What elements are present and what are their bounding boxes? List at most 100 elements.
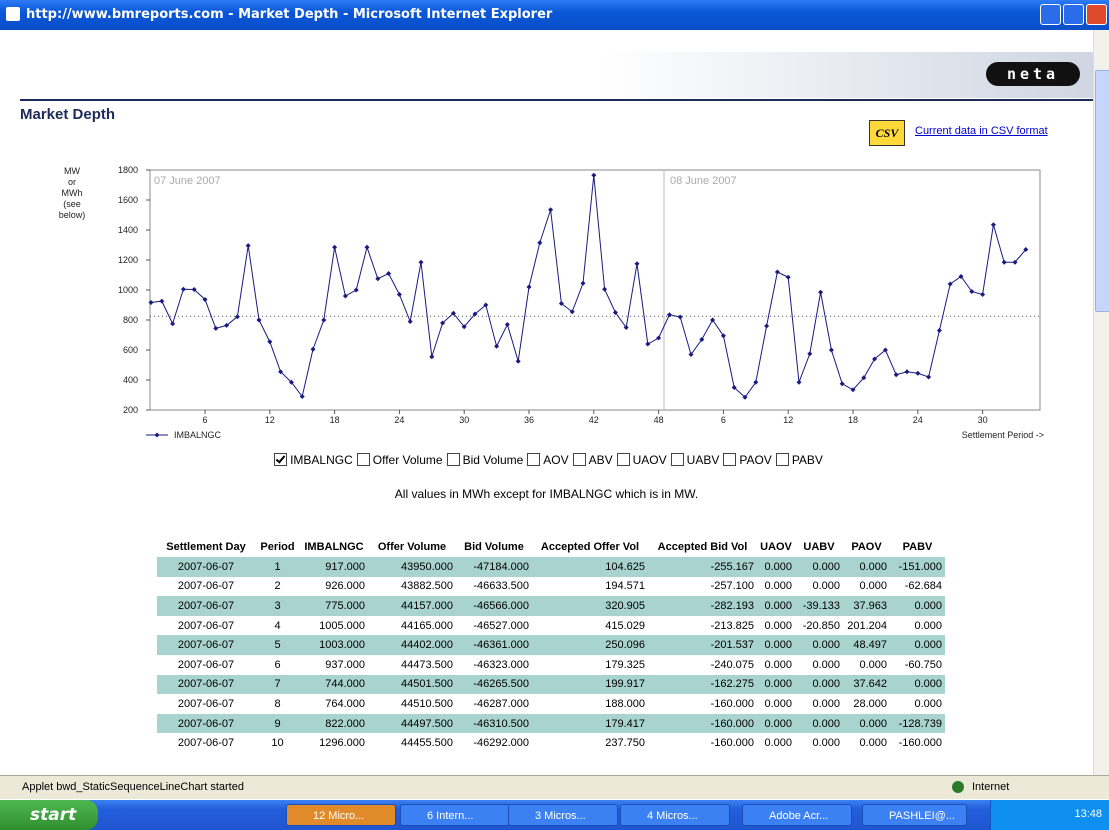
- point: [850, 387, 856, 393]
- x-tick-label: 12: [783, 415, 793, 425]
- checkbox-label[interactable]: Offer Volume: [372, 453, 443, 467]
- csv-link[interactable]: Current data in CSV format: [915, 125, 1048, 137]
- y-tick-label: 1000: [118, 285, 138, 295]
- table-cell: 2007-06-07: [177, 697, 235, 710]
- table-cell: 0.000: [757, 596, 795, 616]
- checkbox-box[interactable]: [572, 453, 586, 466]
- checkbox-label[interactable]: ABV: [588, 453, 613, 467]
- point: [1023, 247, 1029, 252]
- point: [170, 321, 176, 327]
- date-annotation: 08 June 2007: [670, 175, 737, 187]
- point: [202, 296, 208, 302]
- scrollbar[interactable]: [1093, 30, 1109, 775]
- point: [936, 328, 942, 333]
- y-axis-label: (see: [63, 199, 81, 209]
- table-cell: 937.000: [325, 658, 365, 671]
- table-cell: 0.000: [795, 713, 843, 734]
- table-cell: 0.000: [764, 619, 792, 632]
- checkbox-label[interactable]: Bid Volume: [462, 453, 524, 467]
- close-button[interactable]: [1086, 4, 1107, 25]
- table-cell: 44165.000: [401, 619, 453, 632]
- checkbox-box[interactable]: [616, 453, 630, 466]
- checkbox[interactable]: IMBALNGC: [270, 453, 353, 467]
- table-cell: 0.000: [757, 674, 795, 695]
- y-axis-label: MW: [64, 166, 80, 176]
- checkbox[interactable]: PABV: [772, 453, 823, 467]
- table-cell: -128.739: [890, 713, 945, 734]
- task-button[interactable]: 4 Micros...: [620, 804, 730, 826]
- task-button[interactable]: PASHLEI@...: [862, 804, 967, 826]
- checkbox-box[interactable]: [723, 453, 737, 466]
- checkbox-box[interactable]: [356, 453, 370, 466]
- csv-icon[interactable]: CSV: [869, 120, 905, 146]
- checkbox[interactable]: AOV: [523, 453, 569, 467]
- y-tick-label: 400: [123, 375, 138, 385]
- checkbox-label[interactable]: IMBALNGC: [290, 453, 353, 467]
- table-row: 2007-06-07 3 775.000 44157.000 -46566.000 320…: [157, 596, 945, 616]
- task-button[interactable]: Adobe Acr...: [742, 804, 852, 826]
- checkbox-box[interactable]: [527, 453, 541, 466]
- table-cell: 44510.500: [401, 697, 453, 710]
- point: [234, 314, 240, 320]
- task-button[interactable]: 6 Intern...: [400, 804, 510, 826]
- checkbox-label[interactable]: UABV: [686, 453, 720, 467]
- checkbox[interactable]: Bid Volume: [443, 453, 524, 467]
- point: [785, 274, 791, 280]
- point: [915, 370, 921, 376]
- x-tick-label: 30: [978, 415, 988, 425]
- data-table: Settlement Day Period IMBALNGC Offer Volume…: [157, 537, 945, 753]
- checkbox[interactable]: UAOV: [613, 453, 667, 467]
- checkbox[interactable]: Offer Volume: [353, 453, 443, 467]
- checkbox[interactable]: ABV: [569, 453, 613, 467]
- table-cell: 44497.500: [368, 713, 456, 734]
- table-cell: -46287.000: [473, 697, 529, 710]
- table-cell: 0.000: [764, 658, 792, 671]
- checkbox[interactable]: UABV: [667, 453, 720, 467]
- task-button[interactable]: 12 Micro...: [286, 804, 396, 826]
- series-line: [150, 175, 1027, 398]
- checkbox-label[interactable]: AOV: [543, 453, 569, 467]
- checkbox-box[interactable]: [670, 453, 684, 466]
- point: [245, 243, 251, 249]
- point: [623, 325, 629, 330]
- status-bar: Applet bwd_StaticSequenceLineChart start…: [0, 775, 1109, 799]
- column-header: Offer Volume: [377, 541, 447, 553]
- table-cell: -282.193: [648, 596, 757, 616]
- table-row: 2007-06-07 7 744.000 44501.500 -46265.500 199…: [157, 674, 945, 695]
- table-cell: -160.000: [710, 737, 754, 750]
- scroll-thumb[interactable]: [1095, 70, 1109, 312]
- table-cell: 43950.000: [368, 557, 456, 577]
- table-cell: 44157.000: [368, 596, 456, 616]
- point: [148, 299, 154, 305]
- column-header: UABV: [803, 541, 835, 553]
- y-tick-label: 1800: [118, 165, 138, 175]
- minimize-button[interactable]: [1040, 4, 1061, 25]
- point: [969, 289, 975, 294]
- point: [602, 286, 608, 292]
- checkbox-label[interactable]: PABV: [791, 453, 823, 467]
- legend-label: IMBALNGC: [174, 430, 222, 440]
- point: [224, 322, 230, 328]
- checkbox-box[interactable]: [446, 453, 460, 466]
- table-cell: -62.684: [904, 580, 942, 593]
- table-cell: -46527.000: [473, 619, 529, 632]
- table-cell: 7: [255, 674, 300, 695]
- y-tick-label: 1400: [118, 225, 138, 235]
- checkbox-box[interactable]: [274, 453, 288, 466]
- checkbox-box[interactable]: [775, 453, 789, 466]
- table-cell: 0.000: [914, 619, 942, 632]
- checkbox[interactable]: PAOV: [719, 453, 772, 467]
- task-button[interactable]: 3 Micros...: [508, 804, 618, 826]
- checkbox-label[interactable]: PAOV: [739, 453, 772, 467]
- table-cell: 2007-06-07: [157, 557, 255, 577]
- point: [461, 324, 467, 330]
- maximize-button[interactable]: [1063, 4, 1084, 25]
- table-cell: 44455.500: [401, 737, 453, 750]
- table-cell: 194.571: [605, 580, 645, 593]
- table-cell: 8: [274, 697, 281, 710]
- table-cell: -162.275: [648, 674, 757, 695]
- start-button[interactable]: start: [0, 800, 98, 830]
- point: [256, 317, 262, 323]
- window-title: http://www.bmreports.com - Market Depth …: [26, 7, 553, 22]
- checkbox-label[interactable]: UAOV: [632, 453, 667, 467]
